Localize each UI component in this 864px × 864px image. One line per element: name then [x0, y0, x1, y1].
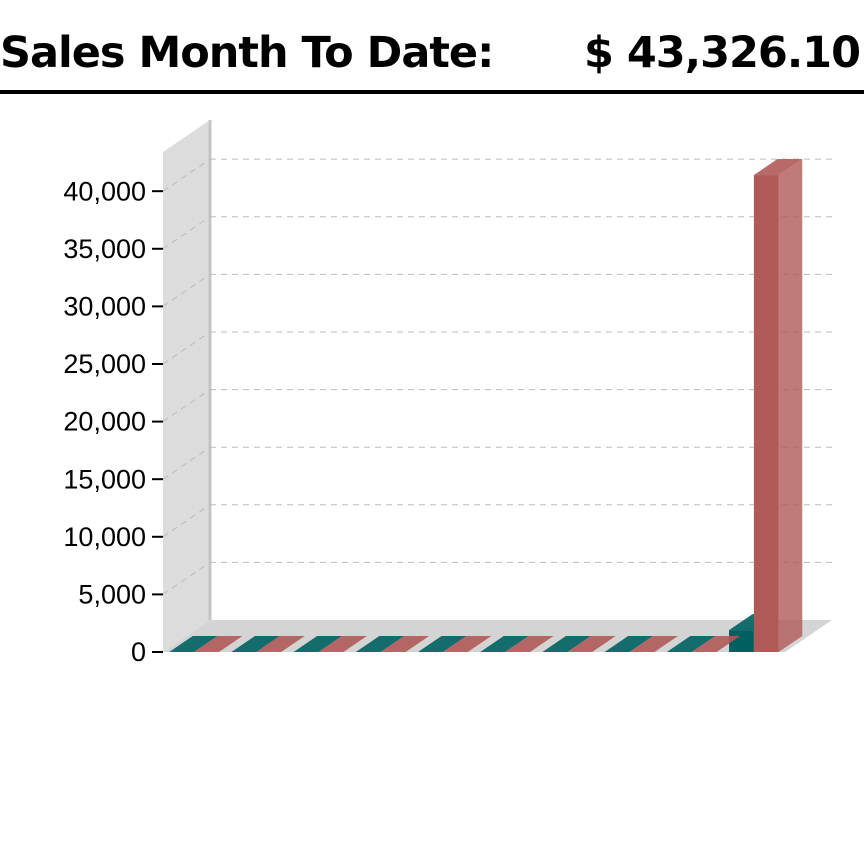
grid-line	[162, 158, 211, 192]
bar-top	[629, 636, 678, 652]
y-tick-label: 25,000	[63, 349, 146, 379]
y-tick-label: 20,000	[63, 407, 146, 437]
bar-top	[355, 636, 405, 652]
bar-top	[480, 636, 529, 652]
y-tick-label: 40,000	[63, 176, 146, 206]
bar-top	[194, 636, 243, 652]
grid-line	[162, 331, 211, 365]
grid-line	[162, 561, 211, 595]
y-tick-label: 15,000	[63, 464, 146, 494]
bar-top	[542, 636, 591, 652]
grid-line	[162, 504, 211, 538]
bar-top	[691, 636, 741, 652]
y-tick-label: 30,000	[63, 292, 146, 322]
bar-top	[169, 636, 218, 652]
bar-top	[293, 636, 342, 652]
bar-top	[505, 636, 554, 652]
bar-top	[256, 636, 305, 652]
bar	[753, 175, 779, 652]
grid-line	[162, 216, 211, 250]
bar-top	[604, 636, 653, 652]
grid-line	[162, 273, 211, 307]
header-label: Sales Month To Date:	[0, 28, 494, 78]
grid-line	[162, 446, 211, 480]
y-tick-label: 0	[131, 637, 146, 667]
grid-line	[162, 389, 211, 422]
header: Sales Month To Date: $ 43,326.10	[0, 28, 864, 94]
bar-top	[442, 636, 492, 652]
y-tick-label: 5,000	[78, 580, 146, 610]
bar-top	[318, 636, 367, 652]
side-wall	[163, 120, 210, 652]
bar-top	[567, 636, 616, 652]
bar-top	[231, 636, 280, 652]
bar	[729, 630, 754, 652]
bar-top	[753, 159, 803, 176]
bar-top	[418, 636, 467, 652]
bar-top	[666, 636, 716, 652]
y-tick-label: 10,000	[63, 522, 146, 552]
bar-top	[380, 636, 430, 652]
header-amount: $ 43,326.10	[584, 28, 861, 78]
y-tick-label: 35,000	[63, 234, 146, 264]
bar-side	[778, 159, 803, 652]
